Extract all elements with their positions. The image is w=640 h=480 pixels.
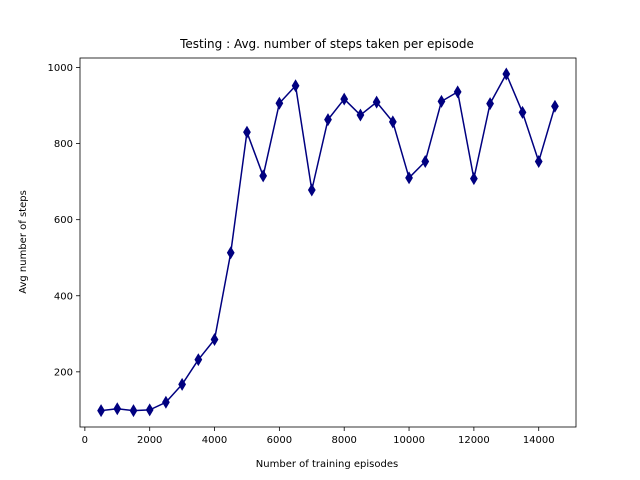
data-point bbox=[340, 92, 349, 106]
data-point bbox=[129, 404, 138, 418]
data-point bbox=[356, 108, 365, 122]
plot-area bbox=[79, 57, 577, 428]
x-tick-label: 10000 bbox=[393, 435, 425, 446]
data-point bbox=[243, 125, 251, 139]
x-axis-label: Number of training episodes bbox=[256, 459, 398, 470]
y-tick-label: 400 bbox=[54, 291, 73, 302]
x-tick-label: 4000 bbox=[202, 435, 227, 446]
data-point bbox=[486, 97, 494, 111]
x-tick-label: 12000 bbox=[458, 435, 490, 446]
data-point bbox=[226, 246, 235, 260]
data-point bbox=[145, 403, 154, 417]
x-axis: 0 2000 4000 6000 8000 10000 12000 14000 bbox=[82, 427, 555, 446]
y-tick-label: 600 bbox=[54, 215, 73, 226]
data-point bbox=[405, 171, 413, 185]
axes-frame bbox=[79, 57, 577, 428]
x-tick-label: 8000 bbox=[331, 435, 356, 446]
series-layer bbox=[97, 67, 559, 418]
x-tick-label: 0 bbox=[82, 435, 88, 446]
data-point bbox=[194, 353, 203, 367]
data-point bbox=[534, 155, 543, 168]
data-point bbox=[291, 79, 300, 93]
y-axis-label: Avg number of steps bbox=[18, 190, 29, 294]
data-point bbox=[97, 404, 105, 418]
data-point bbox=[437, 94, 446, 108]
y-tick-label: 200 bbox=[54, 367, 73, 378]
data-point bbox=[372, 95, 381, 109]
data-point bbox=[502, 67, 511, 81]
data-point bbox=[518, 105, 527, 119]
data-point bbox=[453, 85, 462, 99]
data-point bbox=[162, 395, 170, 409]
data-point bbox=[388, 115, 397, 129]
x-tick-label: 14000 bbox=[523, 435, 555, 446]
data-point bbox=[324, 113, 332, 127]
data-point bbox=[551, 99, 559, 113]
y-axis: 200 400 600 800 1000 bbox=[48, 63, 80, 378]
y-tick-label: 1000 bbox=[48, 63, 73, 74]
data-point bbox=[275, 96, 284, 110]
data-point bbox=[210, 333, 219, 346]
x-tick-label: 2000 bbox=[137, 435, 162, 446]
data-point bbox=[259, 169, 268, 183]
x-tick-label: 6000 bbox=[267, 435, 292, 446]
data-point bbox=[178, 377, 187, 391]
data-point bbox=[113, 402, 122, 416]
y-tick-label: 800 bbox=[54, 139, 73, 150]
data-point bbox=[421, 155, 430, 168]
data-point bbox=[469, 172, 478, 186]
chart-title: Testing : Avg. number of steps taken per… bbox=[179, 37, 474, 51]
data-point bbox=[307, 183, 316, 197]
